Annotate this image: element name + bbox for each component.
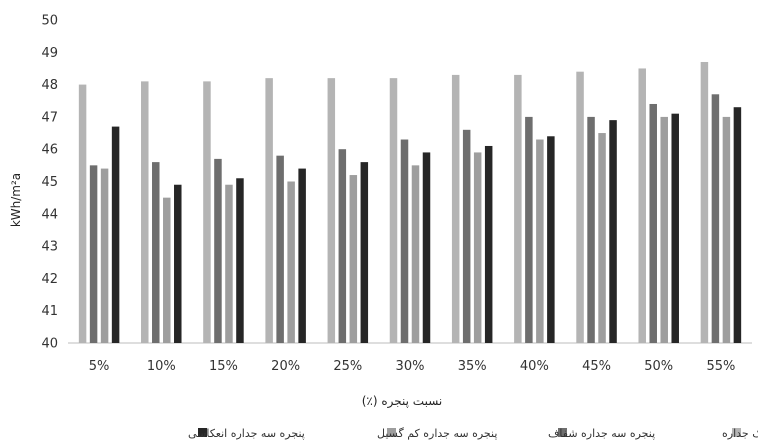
bar-40pct-series-4 [547,136,555,343]
bar-40pct-series-2 [525,116,533,344]
bar-15pct-series-4 [236,178,244,343]
bar-50pct-series-3 [660,116,668,344]
bar-5pct-series-3 [100,168,109,343]
bar-50pct-series-2 [649,103,657,343]
bar-30pct-series-1 [389,78,398,343]
bar-20pct-series-4 [298,168,306,343]
bar-10pct-series-1 [141,81,149,344]
y-tick-label: 46 [41,143,58,158]
bar-10pct-series-2 [152,162,160,343]
y-tick-label: 47 [41,110,58,125]
x-tick-label: 10% [147,359,176,374]
y-axis-label: kWh/m²a [9,173,23,227]
bar-15pct-series-3 [225,184,233,343]
x-tick-label: 55% [706,359,735,374]
bar-10pct-series-3 [163,197,171,343]
bar-45pct-series-2 [587,116,595,344]
y-tick-label: 40 [41,337,58,352]
y-tick-label: 50 [41,14,58,29]
bar-25pct-series-1 [327,78,336,343]
bar-20pct-series-3 [287,181,295,343]
bar-30pct-series-2 [400,139,409,343]
bar-55pct-series-4 [733,107,742,344]
x-tick-label: 20% [271,359,300,374]
bar-15pct-series-1 [203,81,211,344]
y-tick-label: 41 [41,304,58,319]
bar-50pct-series-4 [671,113,679,343]
tick-labels: 40 41 42 43 44 45 46 47 48 49 50 5% 10% 15% 20% 25% 30% 3… [41,14,735,375]
legend-label-4: پنجره سه جداره انعکاسی [188,427,305,440]
legend-swatch-4 [198,428,207,437]
bar-45pct-series-3 [598,133,606,343]
legend: پنجره یک جداره پنجره سه جداره شفاف پنجره س… [188,427,758,440]
bar-35pct-series-4 [484,145,493,343]
legend-label-3: پنجره سه جداره کم گسیل [377,427,497,440]
x-tick-label: 45% [582,359,611,374]
bar-5pct-series-2 [89,165,98,343]
bar-25pct-series-4 [360,162,369,343]
legend-swatch-3 [387,428,396,437]
bar-50pct-series-1 [638,68,646,343]
y-tick-label: 49 [41,46,58,61]
bar-30pct-series-4 [422,152,431,343]
bar-15pct-series-2 [214,158,222,343]
bar-45pct-series-4 [609,120,617,343]
bar-20pct-series-1 [265,78,273,343]
x-tick-label: 35% [458,359,487,374]
x-tick-label: 15% [209,359,238,374]
bar-55pct-series-3 [722,116,731,344]
bar-30pct-series-3 [411,165,420,343]
y-tick-label: 44 [41,207,58,222]
bar-25pct-series-2 [338,149,347,343]
bar-20pct-series-2 [276,155,284,343]
bar-5pct-series-4 [111,126,120,343]
x-tick-label: 50% [644,359,673,374]
x-tick-label: 25% [333,359,362,374]
legend-label-2: پنجره سه جداره شفاف [548,427,655,440]
x-tick-label: 5% [89,359,110,374]
bars [78,61,742,344]
y-tick-label: 43 [41,240,58,255]
x-tick-label: 40% [520,359,549,374]
bar-5pct-series-1 [78,84,87,343]
bar-10pct-series-4 [174,184,182,343]
bar-45pct-series-1 [576,71,584,344]
legend-swatch-2 [558,428,567,437]
y-tick-label: 45 [41,175,58,190]
bar-55pct-series-1 [700,61,709,344]
bar-25pct-series-3 [349,175,358,343]
bar-40pct-series-1 [514,74,522,343]
bar-35pct-series-2 [462,129,471,343]
bar-40pct-series-3 [536,139,544,343]
legend-label-1: پنجره یک جداره [722,427,758,440]
legend-swatch-1 [732,428,741,437]
bar-55pct-series-2 [711,94,720,343]
x-axis-label: نسبت پنجره (٪) [362,394,443,409]
bar-35pct-series-1 [451,74,460,343]
bar-35pct-series-3 [473,152,482,343]
x-tick-label: 30% [396,359,425,374]
y-tick-label: 42 [41,272,58,287]
y-tick-label: 48 [41,78,58,93]
